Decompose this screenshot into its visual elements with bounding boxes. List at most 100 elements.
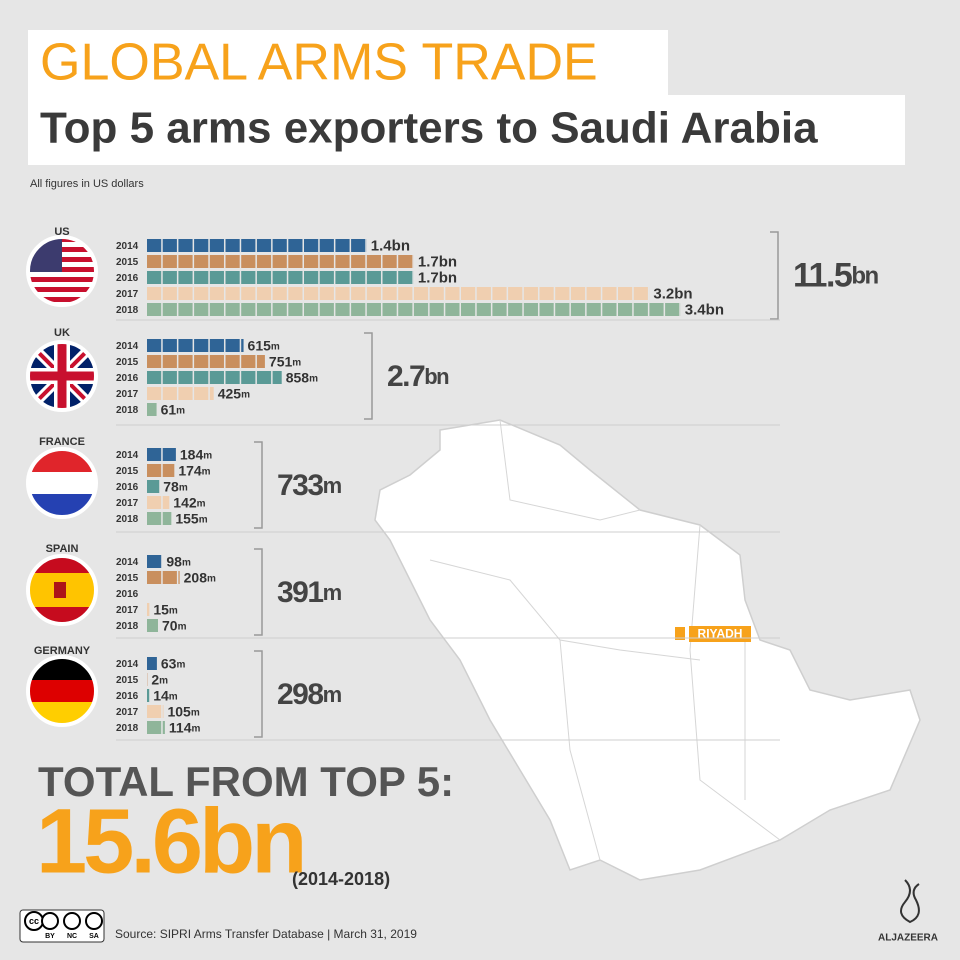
year-label: 2014 [116, 557, 139, 568]
year-label: 2016 [116, 691, 139, 702]
year-label: 2015 [116, 357, 139, 368]
bar [147, 705, 164, 718]
bar [147, 555, 163, 568]
svg-text:cc: cc [29, 916, 39, 926]
year-label: 2017 [116, 605, 139, 616]
country-label: FRANCE [39, 436, 85, 448]
value-label: 425m [218, 385, 250, 401]
year-label: 2018 [116, 514, 139, 525]
bar [147, 287, 650, 300]
brand: ALJAZEERA [878, 933, 938, 944]
bar [147, 480, 160, 493]
value-label: 858m [286, 369, 318, 385]
value-label: 1.7bn [418, 253, 457, 270]
license-label: SA [89, 933, 99, 940]
value-label: 1.4bn [371, 237, 410, 254]
bar [147, 603, 150, 616]
bar [147, 355, 265, 368]
year-label: 2018 [116, 621, 139, 632]
year-label: 2017 [116, 289, 139, 300]
bar [147, 496, 170, 509]
flag-germany [29, 658, 95, 724]
country-label: UK [54, 327, 70, 339]
value-label: 61m [161, 401, 186, 417]
period: (2014-2018) [292, 869, 390, 889]
value-label: 15m [153, 601, 178, 617]
bar [147, 448, 176, 461]
title-box [28, 30, 668, 95]
value-label: 114m [169, 719, 201, 735]
year-label: 2018 [116, 305, 139, 316]
license-label: NC [67, 933, 77, 940]
total-heading: TOTAL FROM TOP 5: [38, 758, 454, 805]
bar [147, 619, 158, 632]
cc-icon: cc [19, 909, 105, 943]
map-marker [675, 627, 685, 640]
value-label: 70m [162, 617, 187, 633]
map-borders [429, 419, 781, 861]
value-label: 751m [269, 353, 301, 369]
value-label: 3.4bn [685, 301, 724, 318]
year-label: 2017 [116, 498, 139, 509]
flag-us [29, 238, 95, 304]
year-label: 2014 [116, 450, 139, 461]
grand-total: 15.6bn [36, 790, 303, 892]
value-label: 2m [151, 671, 168, 687]
group-total: 391m [277, 576, 342, 609]
value-label: 174m [178, 462, 210, 478]
year-label: 2014 [116, 341, 139, 352]
group-total: 733m [277, 469, 342, 502]
flag-rings [26, 235, 98, 727]
bracket [254, 441, 263, 529]
bar [147, 403, 157, 416]
license-icon [85, 912, 103, 930]
source: Source: SIPRI Arms Transfer Database | M… [115, 927, 417, 941]
year-label: 2015 [116, 466, 139, 477]
bar [147, 571, 180, 584]
bar [147, 371, 282, 384]
bar [147, 339, 244, 352]
chart-title: GLOBAL ARMS TRADE [40, 34, 598, 92]
year-label: 2014 [116, 241, 139, 252]
value-label: 142m [173, 494, 205, 510]
flag-france [29, 450, 95, 516]
value-label: 14m [153, 687, 178, 703]
value-label: 3.2bn [653, 285, 692, 302]
bar [147, 464, 175, 477]
bar [147, 255, 414, 268]
value-label: 78m [163, 478, 188, 494]
value-label: 184m [180, 446, 212, 462]
value-label: 1.7bn [418, 269, 457, 286]
bar [147, 657, 157, 670]
bracket [770, 231, 779, 320]
bar [147, 721, 165, 734]
bracket [254, 650, 263, 738]
value-label: 208m [184, 569, 216, 585]
group-total: 2.7bn [387, 360, 449, 393]
bracket [254, 548, 263, 636]
year-label: 2018 [116, 723, 139, 734]
license-icon [63, 912, 81, 930]
year-label: 2014 [116, 659, 139, 670]
country-label: SPAIN [46, 543, 79, 555]
subtitle-box [28, 95, 905, 165]
note: All figures in US dollars [30, 178, 144, 190]
year-label: 2016 [116, 373, 139, 384]
country-label: GERMANY [34, 645, 91, 657]
group-total: 298m [277, 678, 342, 711]
bar [147, 512, 172, 525]
bar [147, 303, 681, 316]
year-label: 2016 [116, 273, 139, 284]
year-label: 2017 [116, 707, 139, 718]
bracket [364, 332, 373, 420]
bar [147, 239, 367, 252]
value-label: 105m [167, 703, 199, 719]
group-total: 11.5bn [793, 256, 878, 294]
value-label: 63m [161, 655, 186, 671]
chart-subtitle: Top 5 arms exporters to Saudi Arabia [40, 104, 818, 153]
country-label: US [54, 226, 69, 238]
value-label: 615m [248, 337, 280, 353]
value-label: 155m [175, 510, 207, 526]
year-label: 2016 [116, 589, 139, 600]
